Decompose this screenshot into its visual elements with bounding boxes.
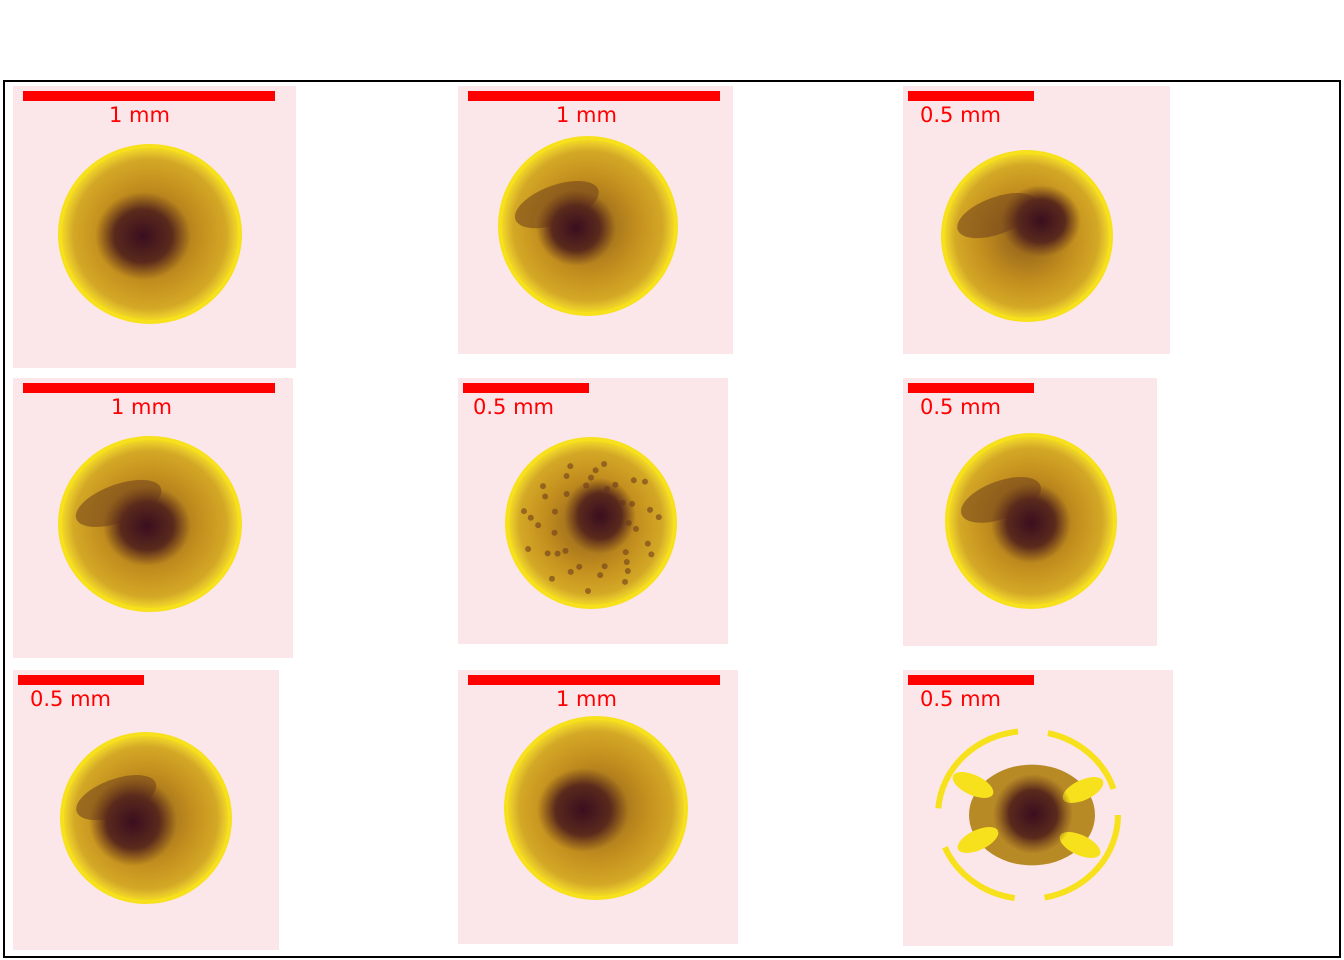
scale-bar: [23, 91, 275, 101]
egg-micrograph: [498, 136, 678, 316]
scale-label: 0.5 mm: [920, 103, 1001, 127]
scale-bar: [468, 91, 720, 101]
micrograph-panel: 0.5 mm: [13, 670, 279, 950]
scale-bar: [908, 383, 1034, 393]
egg-core: [103, 486, 191, 566]
egg-micrograph: [945, 433, 1117, 609]
egg-core: [991, 483, 1071, 563]
micrograph-panel: 0.5 mm: [903, 86, 1170, 354]
egg-micrograph: [941, 150, 1113, 322]
egg-core: [536, 190, 616, 266]
scale-bar: [908, 675, 1034, 685]
scale-bar: [463, 383, 589, 393]
egg-core: [1001, 185, 1081, 257]
egg-core: [537, 768, 629, 852]
micrograph-panel: 1 mm: [458, 86, 733, 354]
micrograph-panel: 0.5 mm: [458, 378, 728, 644]
micrograph-panel: 0.5 mm: [903, 378, 1157, 646]
scale-label: 0.5 mm: [920, 395, 1001, 419]
egg-core: [89, 778, 177, 866]
micrograph-panel: 1 mm: [13, 378, 293, 658]
egg-micrograph: [60, 732, 232, 904]
egg-core: [564, 478, 636, 554]
egg-micrograph: [935, 728, 1121, 902]
scale-label: 0.5 mm: [473, 395, 554, 419]
egg-micrograph: [504, 716, 688, 900]
egg-micrograph: [58, 436, 242, 612]
scale-label: 1 mm: [111, 395, 172, 419]
micrograph-panel: 1 mm: [13, 86, 296, 368]
scale-label: 1 mm: [556, 687, 617, 711]
egg-membrane: [935, 728, 1121, 902]
scale-bar: [18, 675, 144, 685]
scale-label: 1 mm: [556, 103, 617, 127]
micrograph-panel: 1 mm: [458, 670, 738, 944]
scale-bar: [468, 675, 720, 685]
scale-label: 0.5 mm: [30, 687, 111, 711]
egg-micrograph: [58, 144, 242, 324]
scale-bar: [23, 383, 275, 393]
micrograph-panel: 0.5 mm: [903, 670, 1173, 946]
scale-label: 1 mm: [109, 103, 170, 127]
scale-label: 0.5 mm: [920, 687, 1001, 711]
egg-core: [95, 192, 191, 280]
egg-core: [993, 774, 1073, 854]
scale-bar: [908, 91, 1034, 101]
figure-frame: 1 mm 1 mm 0.5 mm 1 mm 0.5 mm 0.5 mm 0.5 mm 1 mm…: [3, 80, 1341, 958]
egg-micrograph: [505, 437, 677, 609]
